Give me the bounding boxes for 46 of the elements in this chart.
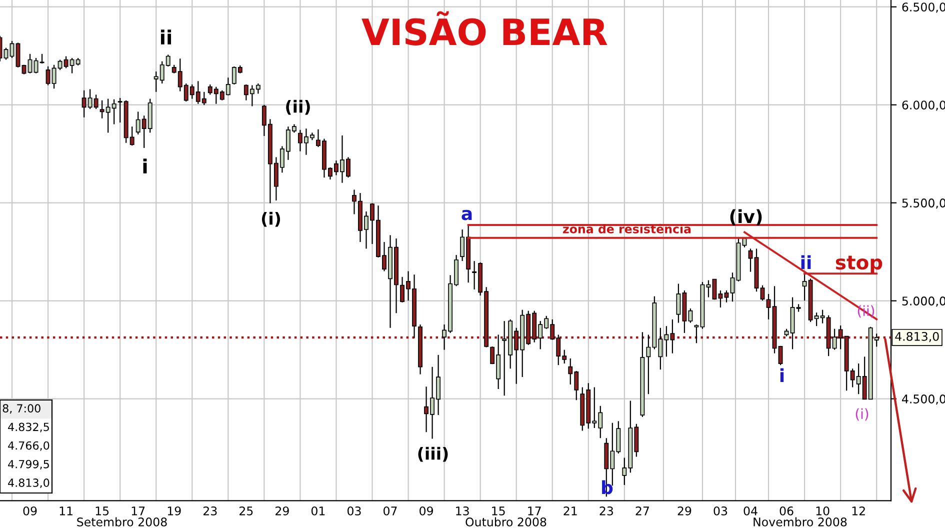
x-tick-label: 29 [276, 506, 289, 516]
text: Setembro 2008 [77, 517, 167, 526]
x-tick-label: 10 [816, 506, 830, 516]
annotation: 8, 7:00 [2, 404, 40, 414]
annotation: ii [160, 30, 172, 44]
x-tick-label: 27 [636, 506, 649, 516]
annotation: (ii) [286, 100, 310, 115]
annotation: a [462, 210, 472, 220]
annotation: 4.799,5 [8, 460, 49, 470]
x-tick-label: 01 [311, 506, 325, 516]
x-tick-label: 04 [744, 506, 758, 516]
text: Outubro 2008 [466, 517, 546, 526]
x-tick-label: 23 [600, 506, 613, 516]
x-tick-label: 12 [852, 506, 865, 516]
x-tick-label: 17 [528, 506, 541, 516]
annotation: (iv) [730, 209, 762, 226]
annotation: (i) [856, 408, 868, 421]
x-tick-label: 15 [96, 506, 109, 516]
annotation: i [780, 368, 784, 382]
x-tick-label: 21 [564, 506, 577, 516]
annotation: 4.766,0 [8, 441, 50, 451]
annotation: 4.832,5 [8, 422, 49, 432]
annotation: zona de resistência [563, 224, 691, 234]
ref-line-label: 4.813,0 [895, 332, 939, 342]
x-tick-label: 07 [384, 506, 397, 516]
x-tick-label: 06 [780, 506, 794, 516]
x-tick-label: 09 [420, 506, 433, 516]
x-tick-label: 29 [678, 506, 692, 516]
text: Novembro 2008 [754, 517, 847, 526]
x-tick-label: 17 [132, 506, 145, 516]
annotation: 4.813,0 [8, 478, 50, 488]
x-tick-label: 03 [348, 506, 361, 516]
annotation: ii [801, 255, 811, 269]
x-tick-label: 25 [240, 506, 253, 516]
x-tick-label: 19 [168, 506, 181, 516]
x-tick-label: 13 [456, 506, 469, 516]
x-tick-label: 23 [203, 506, 217, 516]
chart-title: VISÃO BEAR [362, 11, 608, 46]
annotation: (iii) [418, 446, 448, 462]
x-tick-label: 03 [714, 506, 728, 516]
annotation: (i) [262, 212, 280, 227]
x-tick-label: 11 [60, 506, 72, 516]
x-tick-label: 09 [23, 506, 37, 516]
annotation: stop [836, 256, 882, 274]
x-tick-label: 15 [492, 506, 505, 516]
annotation: i [143, 158, 147, 174]
